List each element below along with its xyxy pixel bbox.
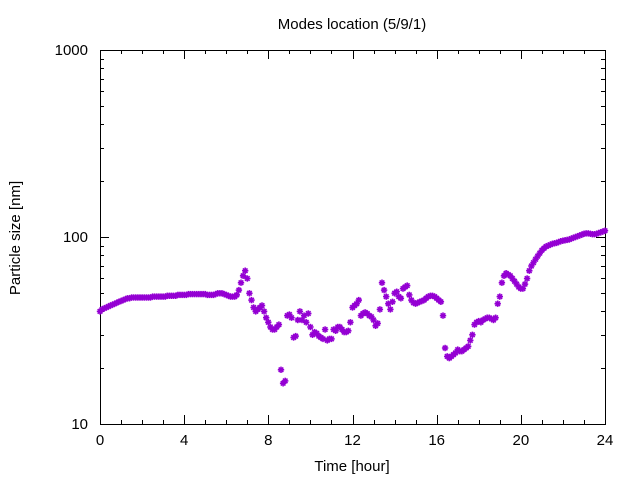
data-point — [439, 312, 447, 319]
data-point — [370, 316, 377, 324]
data-point — [244, 275, 251, 282]
x-tick-label: 20 — [512, 432, 529, 449]
data-point — [260, 308, 268, 315]
y-tick-label: 100 — [63, 229, 88, 246]
data-point — [498, 279, 506, 286]
y-axis-label: Particle size [nm] — [7, 181, 24, 295]
data-points — [96, 227, 609, 387]
data-point — [387, 306, 394, 313]
data-point — [303, 319, 310, 326]
data-point — [378, 279, 386, 286]
data-point — [248, 296, 255, 304]
x-tick-label: 24 — [597, 432, 614, 449]
data-point — [534, 252, 541, 260]
data-point — [241, 267, 249, 274]
x-tick-label: 12 — [344, 432, 361, 449]
data-point — [345, 327, 352, 334]
chart-title: Modes location (5/9/1) — [278, 16, 426, 33]
data-point — [321, 326, 329, 333]
data-point — [374, 320, 381, 327]
data-point — [347, 319, 354, 326]
data-point — [328, 335, 335, 343]
data-point — [258, 302, 266, 309]
data-point — [288, 314, 295, 321]
data-point — [239, 272, 247, 279]
data-point — [296, 308, 304, 315]
data-point — [237, 279, 245, 286]
x-axis-label: Time [hour] — [314, 458, 389, 475]
data-point — [469, 331, 476, 338]
data-point — [277, 366, 285, 373]
data-point — [292, 332, 299, 340]
data-point — [441, 344, 449, 352]
data-point — [467, 337, 474, 344]
data-point — [355, 296, 362, 304]
y-tick-label: 1000 — [55, 42, 88, 59]
y-tick-labels: 10 100 1000 — [55, 42, 88, 433]
data-point — [601, 227, 609, 234]
data-point — [494, 300, 501, 307]
data-point — [383, 293, 390, 300]
data-point — [523, 275, 531, 282]
data-point — [380, 286, 388, 294]
x-tick-labels: 0 4 8 12 16 20 24 — [96, 432, 614, 449]
data-point — [404, 282, 411, 289]
data-point — [376, 306, 384, 313]
x-tick-label: 16 — [428, 432, 445, 449]
data-point — [530, 259, 537, 266]
data-point — [282, 377, 289, 385]
x-tick-label: 0 — [96, 432, 104, 449]
data-point — [246, 290, 253, 297]
x-tick-label: 8 — [264, 432, 272, 449]
data-point — [521, 280, 529, 288]
data-point — [305, 310, 312, 317]
y-tick-label: 10 — [71, 416, 88, 433]
data-point — [496, 293, 503, 300]
data-point — [275, 321, 283, 328]
data-point — [406, 291, 413, 299]
data-point — [397, 295, 405, 302]
x-tick-label: 4 — [180, 432, 188, 449]
plot-frame — [100, 50, 606, 425]
data-point — [389, 298, 396, 305]
data-point — [393, 288, 400, 295]
data-point — [492, 314, 499, 321]
data-point — [233, 291, 241, 299]
data-point — [235, 286, 243, 294]
axis-ticks — [100, 50, 606, 425]
data-point — [437, 298, 445, 305]
data-point — [465, 343, 472, 350]
data-point — [307, 323, 314, 331]
